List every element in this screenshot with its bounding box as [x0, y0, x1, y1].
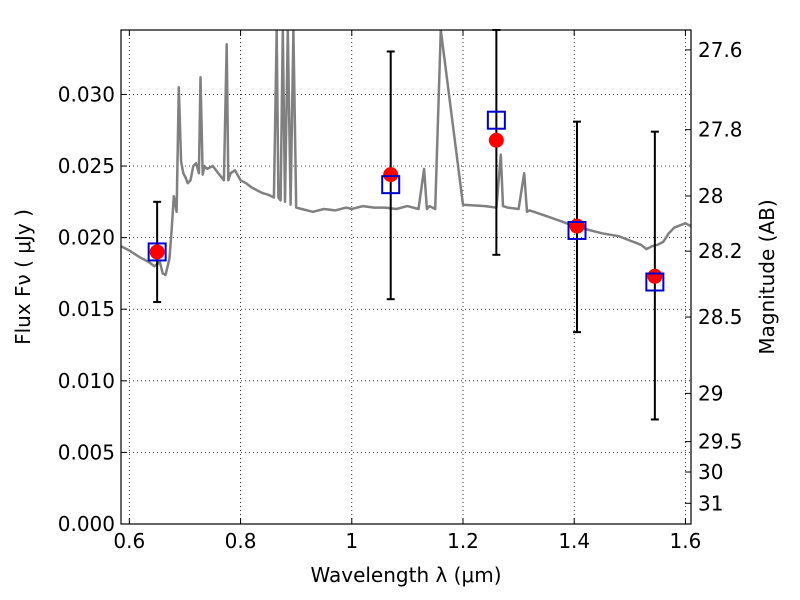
y2-tick-label: 28 [698, 184, 723, 208]
y2-tick-label: 29 [698, 381, 723, 405]
x-tick-label: 1.4 [558, 529, 590, 553]
x-tick-label: 1.2 [447, 529, 479, 553]
y2-tick-label: 28.2 [698, 239, 743, 263]
y-tick-label: 0.015 [58, 297, 115, 321]
model-square [147, 242, 167, 262]
y2-tick-label: 27.8 [698, 118, 743, 142]
observed-points [149, 132, 663, 284]
x-axis-label: Wavelength λ (μm) [310, 563, 501, 587]
y2-tick-label: 30 [698, 460, 723, 484]
y-tick-label: 0.005 [58, 440, 115, 464]
model-square [381, 175, 401, 195]
model-squares [147, 110, 665, 292]
model-spectrum-line [121, 30, 691, 277]
observed-point [569, 218, 585, 234]
model-square [486, 110, 506, 130]
observed-point [149, 244, 165, 260]
y-tick-label: 0.010 [58, 369, 115, 393]
model-spectrum [121, 30, 691, 277]
x-axis-ticks: 0.6 0.8 1 1.2 1.4 1.6 [113, 30, 701, 553]
observed-point [383, 167, 399, 183]
model-square [645, 272, 665, 292]
observed-point [488, 132, 504, 148]
y2-axis-ticks: 27.6 27.8 28 28.2 28.5 29 29.5 30 31 [685, 38, 743, 515]
y-tick-label: 0.025 [58, 154, 115, 178]
observed-point [647, 268, 663, 284]
x-tick-label: 1.6 [670, 529, 702, 553]
y2-tick-label: 28.5 [698, 305, 743, 329]
grid [121, 30, 691, 525]
y2-tick-label: 27.6 [698, 38, 743, 62]
y2-axis-label: Magnitude (AB) [755, 199, 779, 354]
y2-tick-label: 29.5 [698, 430, 743, 454]
x-tick-label: 0.6 [113, 529, 145, 553]
plot-frame [120, 29, 692, 525]
y-tick-label: 0.020 [58, 226, 115, 250]
y-tick-label: 0.000 [58, 512, 115, 536]
axes-frame [120, 29, 692, 525]
y-tick-label: 0.030 [58, 82, 115, 106]
y-axis-ticks: 0.000 0.005 0.010 0.015 0.020 0.025 0.030 [58, 82, 127, 536]
x-tick-label: 0.8 [225, 529, 257, 553]
y2-tick-label: 31 [698, 491, 723, 515]
x-tick-label: 1 [345, 529, 358, 553]
model-square [567, 220, 587, 240]
y-axis-label: Flux Fν ( μJy ) [11, 209, 35, 345]
